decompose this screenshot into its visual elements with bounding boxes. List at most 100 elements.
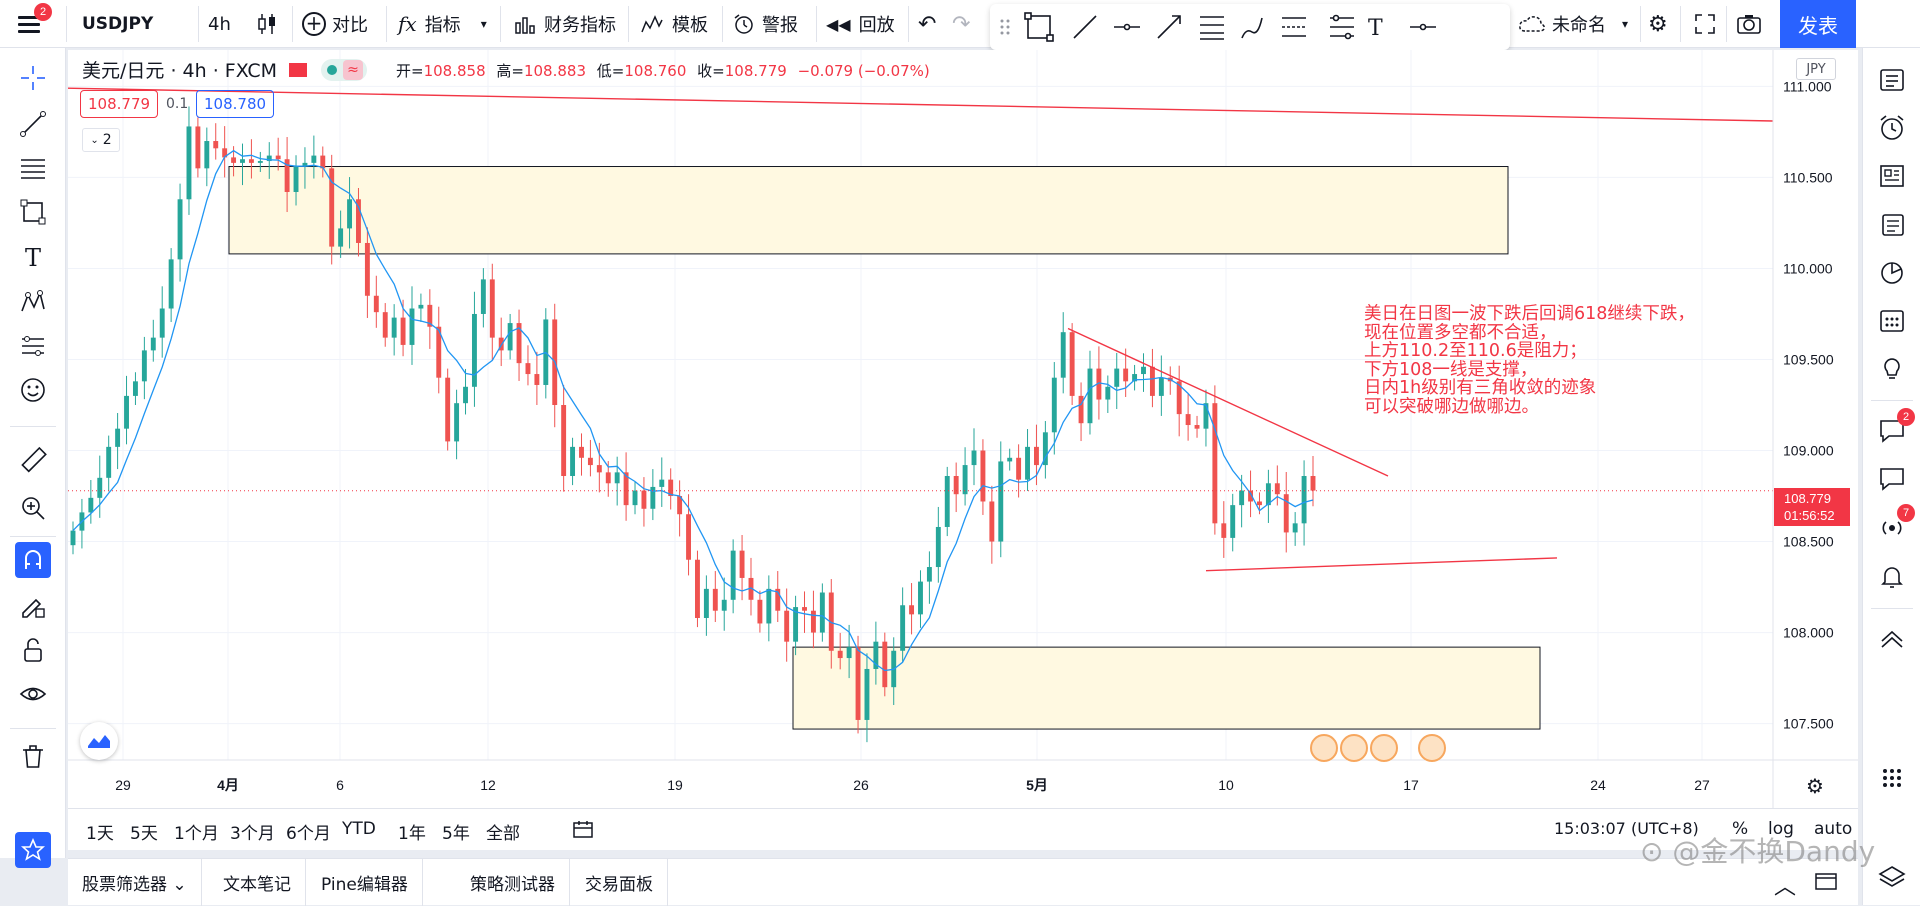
eye-visibility-icon[interactable] xyxy=(13,676,53,712)
compare-button[interactable]: + 对比 xyxy=(302,0,368,48)
range-button[interactable]: 1天 xyxy=(86,824,114,844)
symbol-search[interactable]: USDJPY xyxy=(82,14,154,34)
range-button[interactable]: 1个月 xyxy=(174,824,219,844)
us-flag-event-icon[interactable] xyxy=(1310,734,1338,762)
range-button[interactable]: YTD xyxy=(342,819,376,839)
chart-title[interactable]: 美元/日元 · 4h · FXCM xyxy=(82,60,277,82)
range-button[interactable]: 5年 xyxy=(442,824,470,844)
trend-line-icon[interactable] xyxy=(13,106,53,142)
panel-tab[interactable]: 股票筛选器 ⌄ xyxy=(68,859,202,906)
text-tool-icon[interactable]: T xyxy=(1368,16,1383,41)
chevron-up-icon[interactable] xyxy=(1872,618,1912,658)
range-button[interactable]: 3个月 xyxy=(230,824,275,844)
ideas-lightbulb-icon[interactable] xyxy=(1872,348,1912,388)
trend-line[interactable] xyxy=(1205,557,1558,572)
price-axis[interactable] xyxy=(1773,50,1858,808)
panel-tab[interactable]: Pine编辑器 xyxy=(307,859,423,906)
bid-price-button[interactable]: 108.779 xyxy=(80,90,159,118)
fib-retracement-tool-icon[interactable] xyxy=(1282,17,1306,37)
messages-icon[interactable] xyxy=(1872,458,1912,498)
date-range-calendar-icon[interactable] xyxy=(572,819,594,843)
stay-drawing-mode-icon[interactable] xyxy=(13,588,53,624)
zoom-in-icon[interactable] xyxy=(13,490,53,526)
percent-scale-toggle[interactable]: % xyxy=(1732,819,1749,839)
streams-icon[interactable] xyxy=(1872,508,1912,548)
rectangle-tool-icon[interactable] xyxy=(1024,12,1054,42)
publish-button[interactable]: 发表 xyxy=(1780,0,1856,48)
lock-drawings-icon[interactable] xyxy=(13,632,53,668)
text-tool-icon[interactable]: T xyxy=(24,244,41,272)
parallel-channel-tool-icon[interactable] xyxy=(1200,16,1224,40)
dot-grid-icon[interactable] xyxy=(1872,758,1912,798)
hotlist-pie-icon[interactable] xyxy=(1872,252,1912,292)
range-button[interactable]: 1年 xyxy=(398,824,426,844)
crosshair-icon[interactable] xyxy=(13,60,53,96)
chart-annotation-text[interactable]: 美日在日图一波下跌后回调618继续下跌， 现在位置多空都不合适， 上方110.2… xyxy=(1364,304,1695,417)
chart-pane[interactable]: 111.000 110.500 110.000 109.500 109.000 108.5… xyxy=(67,50,1858,808)
settings-gear-icon[interactable]: ⚙ xyxy=(1648,11,1668,37)
calendar-icon[interactable] xyxy=(1872,300,1912,340)
emoji-icon[interactable] xyxy=(13,372,53,408)
templates-button[interactable]: 模板 xyxy=(640,0,708,48)
shape-tool-icon[interactable] xyxy=(13,194,53,230)
alarm-clock-icon[interactable] xyxy=(1872,108,1912,148)
horizontal-line-tool-icon[interactable] xyxy=(1114,23,1140,31)
panel-tab[interactable]: 交易面板 xyxy=(571,859,668,906)
interval-selector[interactable]: 4h xyxy=(208,13,231,35)
alert-button[interactable]: 警报 xyxy=(732,0,798,48)
us-flag-event-icon[interactable] xyxy=(1370,734,1398,762)
auto-scale-toggle[interactable]: auto xyxy=(1814,819,1853,839)
main-menu-button[interactable] xyxy=(14,10,44,38)
collapse-panel-chevron-icon[interactable]: ︿ xyxy=(1774,875,1797,900)
watchlist-icon[interactable] xyxy=(1872,60,1912,100)
star-favorites-icon[interactable] xyxy=(15,832,51,868)
trash-icon[interactable] xyxy=(13,738,53,774)
fullscreen-icon[interactable] xyxy=(1694,0,1716,48)
redo-icon[interactable]: ↷ xyxy=(952,11,971,37)
candle-type-icon[interactable] xyxy=(256,0,278,48)
layout-button[interactable]: 未命名 ▾ xyxy=(1518,0,1628,48)
chevron-down-icon[interactable]: ▾ xyxy=(480,17,487,31)
price-zone-rectangle[interactable] xyxy=(792,646,1541,730)
prediction-tool-icon[interactable] xyxy=(13,328,53,364)
tradingview-logo-icon[interactable] xyxy=(80,722,118,760)
trend-line-tool-icon[interactable] xyxy=(1073,15,1097,39)
currency-label[interactable]: JPY xyxy=(1796,58,1836,80)
price-line-tool-icon[interactable] xyxy=(1410,23,1436,31)
axis-settings-gear-icon[interactable]: ⚙ xyxy=(1806,774,1824,798)
fib-tool-icon[interactable] xyxy=(13,150,53,186)
panel-tab[interactable]: 策略测试器 xyxy=(456,859,570,906)
trend-line[interactable] xyxy=(1067,327,1389,477)
range-button[interactable]: 5天 xyxy=(130,824,158,844)
layers-icon[interactable] xyxy=(1872,856,1912,896)
brush-tool-icon[interactable] xyxy=(1241,17,1263,39)
replay-button[interactable]: ◀◀ 回放 xyxy=(826,0,895,48)
camera-icon[interactable] xyxy=(1736,0,1762,48)
price-zone-rectangle[interactable] xyxy=(228,166,1509,255)
ask-price-button[interactable]: 108.780 xyxy=(196,90,275,118)
pattern-tool-icon[interactable] xyxy=(13,284,53,320)
ruler-icon[interactable] xyxy=(13,442,53,478)
undo-icon[interactable]: ↶ xyxy=(918,11,937,37)
magnet-icon[interactable] xyxy=(15,542,51,578)
visibility-dot-icon[interactable]: ≈ xyxy=(321,58,367,81)
arrow-tool-icon[interactable] xyxy=(1157,15,1181,39)
candlestick-chart[interactable]: 111.000 110.500 110.000 109.500 109.000 108.5… xyxy=(67,50,1858,808)
indicators-button[interactable]: fx 指标 ▾ xyxy=(398,0,487,48)
financials-button[interactable]: 财务指标 xyxy=(514,0,616,48)
range-button[interactable]: 6个月 xyxy=(286,824,331,844)
data-window-icon[interactable] xyxy=(1872,204,1912,244)
fib-extension-tool-icon[interactable] xyxy=(1330,14,1354,40)
timezone-clock[interactable]: 15:03:07 (UTC+8) xyxy=(1554,819,1699,838)
trend-line[interactable] xyxy=(67,87,1774,122)
chevron-down-icon[interactable]: ▾ xyxy=(1622,17,1629,31)
us-flag-event-icon[interactable] xyxy=(1418,734,1446,762)
indicators-collapse-toggle[interactable]: ⌄ 2 xyxy=(82,128,120,152)
maximize-panel-icon[interactable] xyxy=(1814,871,1838,895)
economic-events[interactable] xyxy=(1310,734,1446,762)
notifications-bell-icon[interactable] xyxy=(1872,556,1912,596)
news-icon[interactable] xyxy=(1872,156,1912,196)
us-flag-event-icon[interactable] xyxy=(1340,734,1368,762)
log-scale-toggle[interactable]: log xyxy=(1768,819,1794,839)
panel-tab[interactable]: 文本笔记 xyxy=(209,859,306,906)
